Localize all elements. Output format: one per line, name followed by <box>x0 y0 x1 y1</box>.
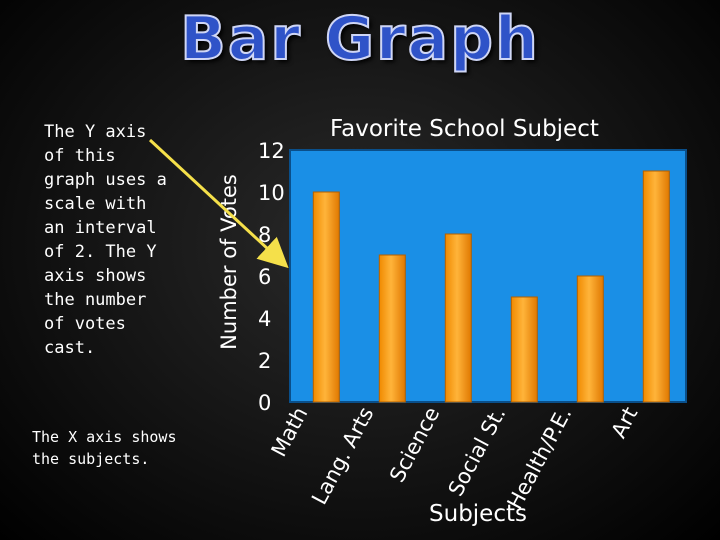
x-category-label: Health/P.E. <box>503 403 577 513</box>
bar-lang-arts <box>378 254 406 403</box>
slide-title: Bar Graph <box>179 3 540 75</box>
bar-math <box>312 191 340 403</box>
plot-area <box>290 150 686 402</box>
y-tick-label: 10 <box>258 181 285 205</box>
x-category-label: Social St. <box>444 403 511 500</box>
bar-health-p-e <box>576 275 604 403</box>
x-axis-label: Subjects <box>429 501 527 527</box>
y-tick-label: 2 <box>258 349 271 373</box>
bar-art <box>642 170 670 403</box>
annotation-arrow <box>148 138 289 269</box>
x-axis-note: The X axis shows the subjects. <box>32 428 177 468</box>
bar-science <box>444 233 472 403</box>
y-tick-label: 12 <box>258 139 285 163</box>
x-category-label: Art <box>607 403 643 442</box>
y-tick-label: 4 <box>258 307 271 331</box>
x-category-label: Lang. Arts <box>307 403 378 509</box>
y-tick-label: 0 <box>258 391 271 415</box>
bar-social-st <box>510 296 538 403</box>
y-tick-label: 6 <box>258 265 271 289</box>
x-category-label: Math <box>267 403 313 461</box>
chart-title: Favorite School Subject <box>330 116 599 142</box>
y-axis-note: The Y axis of this graph uses a scale wi… <box>44 122 167 358</box>
x-category-label: Science <box>385 403 444 486</box>
